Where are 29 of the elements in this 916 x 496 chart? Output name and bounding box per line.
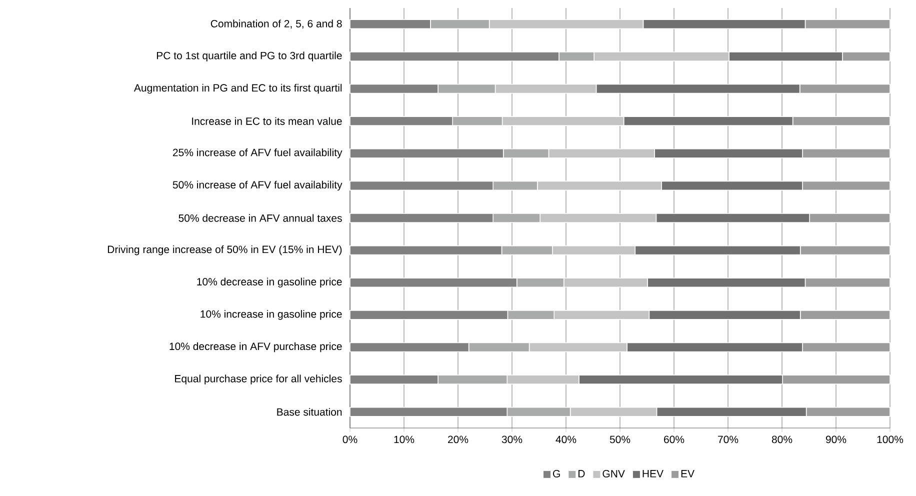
y-tick-label: PC to 1st quartile and PG to 3rd quartile (156, 52, 342, 62)
y-tick-label: Base situation (277, 408, 342, 416)
y-tick-label: Increase in EC to its mean value (192, 117, 342, 125)
legend-label: EV (681, 470, 694, 478)
x-tick-label: 50% (610, 436, 630, 444)
x-tick-label: 60% (664, 436, 684, 444)
x-tick-label: 20% (448, 436, 468, 444)
x-tick-label: 40% (556, 436, 576, 444)
y-tick-label: 10% increase in gasoline price (200, 310, 342, 320)
y-tick-label: 10% decrease in gasoline price (197, 278, 342, 288)
x-tick-label: 10% (394, 436, 414, 444)
legend-label: G (553, 470, 560, 478)
x-tick-label: 70% (718, 436, 738, 444)
y-tick-label: Combination of 2, 5, 6 and 8 (210, 20, 342, 29)
legend-label: GNV (602, 470, 625, 478)
x-tick-label: 80% (772, 436, 792, 444)
legend-label: D (578, 470, 585, 478)
y-tick-label: 25% increase of AFV fuel availability (172, 148, 342, 158)
y-tick-label: Augmentation in PG and EC to its first quartil (134, 84, 342, 94)
x-tick-label: 0% (342, 436, 358, 444)
y-tick-label: 10% decrease in AFV purchase price (170, 342, 342, 352)
x-tick-label: 30% (502, 436, 522, 444)
x-tick-label: 100% (877, 436, 904, 444)
y-tick-label: 50% decrease in AFV annual taxes (178, 214, 342, 222)
y-tick-label: Driving range increase of 50% in EV (15% in HEV) (108, 245, 342, 256)
x-tick-label: 90% (826, 436, 846, 444)
y-tick-label: 50% increase of AFV fuel availability (172, 180, 342, 191)
y-tick-label: Equal purchase price for all vehicles (175, 374, 342, 384)
legend-label: HEV (642, 470, 664, 478)
